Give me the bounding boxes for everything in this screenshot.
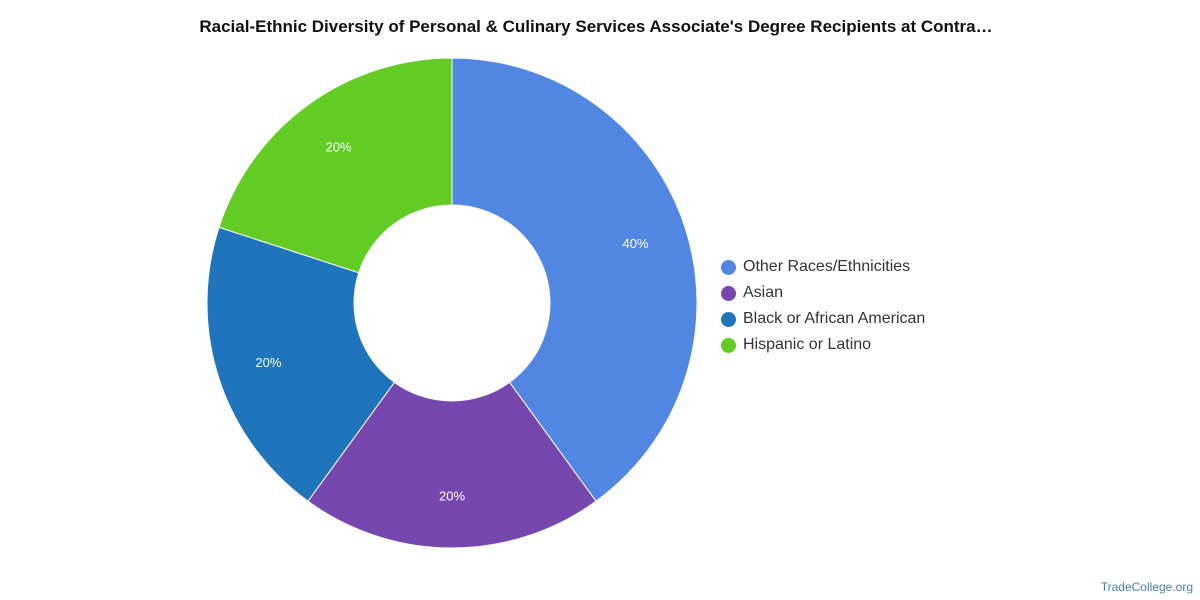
donut-slice-2[interactable]	[206, 226, 396, 502]
donut-slice-0[interactable]	[451, 57, 698, 502]
chart-legend: Other Races/Ethnicities Asian Black or Afr…	[721, 254, 925, 358]
legend-label: Hispanic or Latino	[743, 336, 872, 353]
donut-slice-1[interactable]	[307, 381, 597, 549]
legend-item[interactable]: Black or African American	[721, 306, 925, 332]
legend-item[interactable]: Other Races/Ethnicities	[721, 254, 925, 280]
donut-slice-3[interactable]	[218, 57, 453, 274]
slice-data-label: 20%	[439, 489, 465, 504]
legend-swatch	[721, 259, 736, 275]
legend-item[interactable]: Asian	[721, 280, 925, 306]
slice-data-label: 20%	[255, 355, 281, 370]
slice-data-label: 40%	[623, 236, 649, 251]
legend-item[interactable]: Hispanic or Latino	[721, 332, 925, 358]
legend-label: Asian	[743, 284, 784, 301]
legend-label: Other Races/Ethnicities	[743, 258, 911, 275]
slice-data-label: 20%	[326, 139, 352, 154]
legend-label: Black or African American	[743, 310, 926, 327]
source-credit[interactable]: TradeCollege.org	[1100, 580, 1193, 594]
chart-title: Racial-Ethnic Diversity of Personal & Cu…	[199, 17, 993, 36]
legend-swatch	[721, 285, 736, 301]
legend-swatch	[721, 311, 736, 327]
legend-swatch	[721, 337, 736, 353]
